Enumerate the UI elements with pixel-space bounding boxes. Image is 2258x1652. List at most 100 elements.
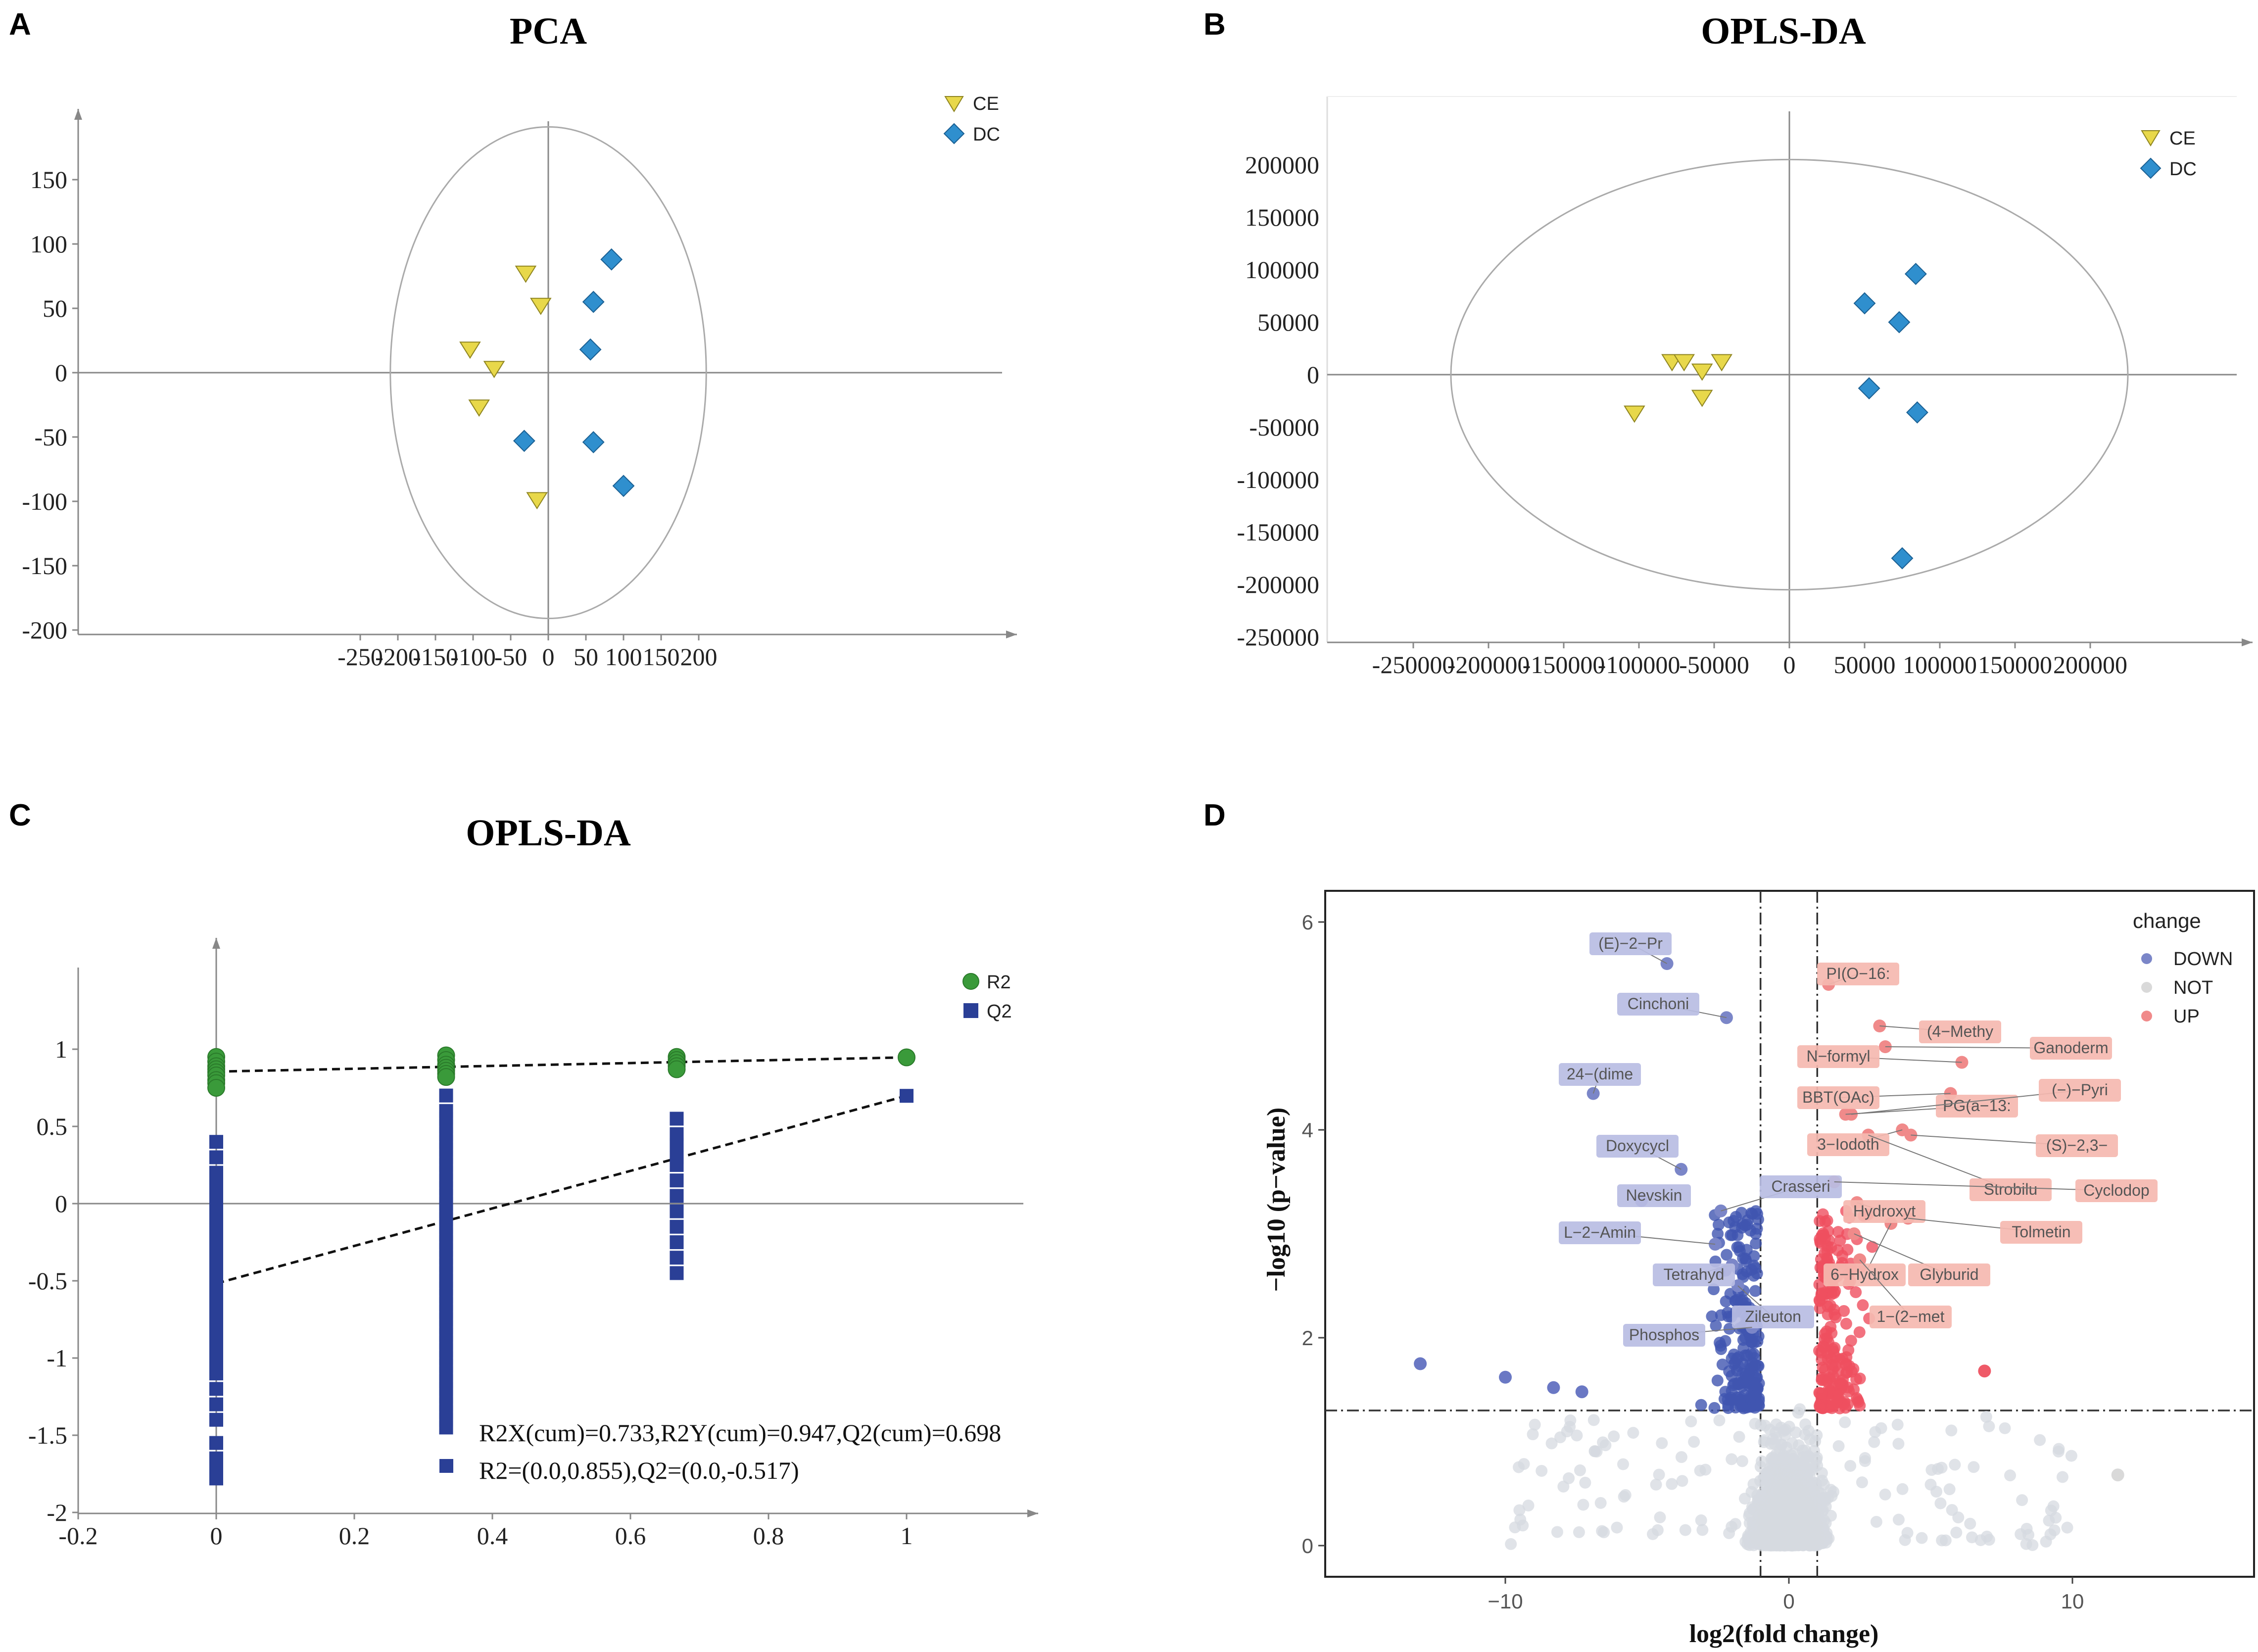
panel-d-marks — [1414, 957, 2124, 1552]
x-tick-label: 0 — [542, 643, 555, 671]
panel-c-annotation: R2X(cum)=0.733,R2Y(cum)=0.947,Q2(cum)=0.… — [439, 1419, 1001, 1484]
y-tick-label: 2 — [1302, 1326, 1313, 1350]
up-label-box — [1824, 1263, 1906, 1286]
legend-down-label: DOWN — [2173, 949, 2233, 970]
y-tick-label: -150000 — [1237, 518, 1319, 546]
up-label-text: (4−Methy — [1927, 1022, 1993, 1040]
not-point — [1879, 1488, 1891, 1501]
up-point — [1825, 1352, 1837, 1364]
not-point — [1557, 1480, 1570, 1493]
x-tick-label: -200 — [375, 643, 421, 671]
up-point — [1831, 1244, 1844, 1257]
up-label-text: PG(a−13: — [1943, 1097, 2011, 1115]
x-tick-label: 150000 — [1978, 651, 2052, 679]
up-point — [1851, 1394, 1864, 1406]
x-tick-label: 0 — [210, 1522, 223, 1550]
down-point — [1745, 1263, 1758, 1276]
x-tick-label: -250000 — [1372, 651, 1455, 679]
down-point — [1695, 1399, 1707, 1411]
y-tick-label: -100000 — [1237, 466, 1319, 493]
not-point — [1764, 1518, 1777, 1531]
not-point — [1935, 1461, 1948, 1474]
y-tick-label: 50000 — [1257, 308, 1319, 336]
up-label-box — [1843, 1200, 1925, 1223]
not-point — [1796, 1521, 1809, 1533]
extreme-point — [1499, 1370, 1512, 1384]
ce-point — [1673, 354, 1695, 372]
not-point — [1597, 1436, 1609, 1449]
annotation-line-2: R2=(0.0,0.855),Q2=(0.0,-0.517) — [479, 1457, 799, 1484]
down-point — [1708, 1283, 1720, 1296]
not-point — [1679, 1524, 1691, 1536]
not-point — [2022, 1529, 2035, 1541]
down-point — [1715, 1340, 1727, 1352]
down-label-text: L−2−Amin — [1564, 1223, 1636, 1241]
panel-label-a: A — [9, 7, 31, 42]
down-point — [1744, 1224, 1757, 1237]
r2-point — [898, 1048, 915, 1067]
not-point — [1939, 1534, 1952, 1547]
not-point — [1801, 1537, 1813, 1549]
q2-point — [670, 1204, 684, 1218]
up-label-text: Cyclodop — [2083, 1181, 2149, 1199]
panel-a-legend: CE DC — [943, 94, 1000, 145]
x-axis-arrow — [2242, 638, 2253, 646]
legend-ce-marker — [2141, 130, 2161, 146]
not-point — [1813, 1493, 1826, 1506]
not-point — [1527, 1428, 1539, 1441]
q2-point — [670, 1219, 684, 1234]
ce-point — [1711, 354, 1733, 372]
up-point — [1822, 1225, 1834, 1237]
up-label-box — [1797, 1086, 1879, 1109]
y-tick-label: 0 — [55, 1190, 67, 1217]
dc-point — [579, 338, 602, 361]
not-point — [1695, 1514, 1707, 1526]
down-label-text: Tetrahyd — [1664, 1265, 1725, 1283]
dc-point — [612, 475, 635, 497]
not-point — [1747, 1478, 1760, 1490]
annotation-line-1: R2X(cum)=0.733,R2Y(cum)=0.947,Q2(cum)=0.… — [479, 1419, 1001, 1447]
not-point — [1522, 1500, 1535, 1512]
ce-point — [529, 297, 552, 315]
not-point — [1949, 1458, 1961, 1471]
legend-r2-label: R2 — [987, 972, 1011, 993]
down-point — [1732, 1378, 1744, 1390]
q2-point — [670, 1112, 684, 1126]
not-point — [1598, 1526, 1610, 1539]
up-point — [1813, 1387, 1826, 1399]
y-tick-label: 6 — [1302, 911, 1313, 934]
x-tick-label: 0.4 — [477, 1522, 508, 1550]
up-label-box — [1970, 1178, 2052, 1201]
x-tick-label: 200 — [680, 643, 718, 671]
ce-point — [1691, 363, 1713, 381]
q2-point — [209, 1412, 223, 1427]
up-label-text: (S)−2,3− — [2046, 1136, 2108, 1154]
not-point — [1594, 1497, 1607, 1509]
legend-not-label: NOT — [2173, 977, 2213, 998]
legend-not-marker — [2141, 982, 2152, 993]
not-point — [1859, 1452, 1871, 1464]
not-point — [1545, 1437, 1558, 1450]
up-label-text: PI(O−16: — [1826, 965, 1890, 982]
not-point — [1736, 1455, 1748, 1467]
down-point — [1750, 1205, 1762, 1217]
up-label-box — [1807, 1133, 1889, 1156]
down-label-text: Zileuton — [1745, 1308, 1801, 1325]
down-point — [1752, 1330, 1765, 1343]
y-tick-label: 100000 — [1245, 256, 1319, 284]
down-point — [1741, 1214, 1754, 1226]
panel-d-ylabel: −log10 (p−value) — [1262, 1108, 1291, 1292]
down-point — [1749, 1285, 1762, 1297]
down-label-box — [1617, 1184, 1691, 1207]
panel-a-title: PCA — [510, 10, 587, 52]
not-point — [1513, 1504, 1526, 1516]
y-tick-label: -0.5 — [28, 1267, 67, 1295]
not-point — [1755, 1419, 1767, 1431]
x-tick-label: 200000 — [2053, 651, 2127, 679]
q2-point — [670, 1251, 684, 1265]
x-tick-label: 0.2 — [339, 1522, 370, 1550]
up-point — [1848, 1383, 1860, 1396]
legend-ce-label: CE — [2169, 128, 2196, 149]
x-tick-label: 50 — [574, 643, 598, 671]
up-point — [1866, 1241, 1878, 1253]
